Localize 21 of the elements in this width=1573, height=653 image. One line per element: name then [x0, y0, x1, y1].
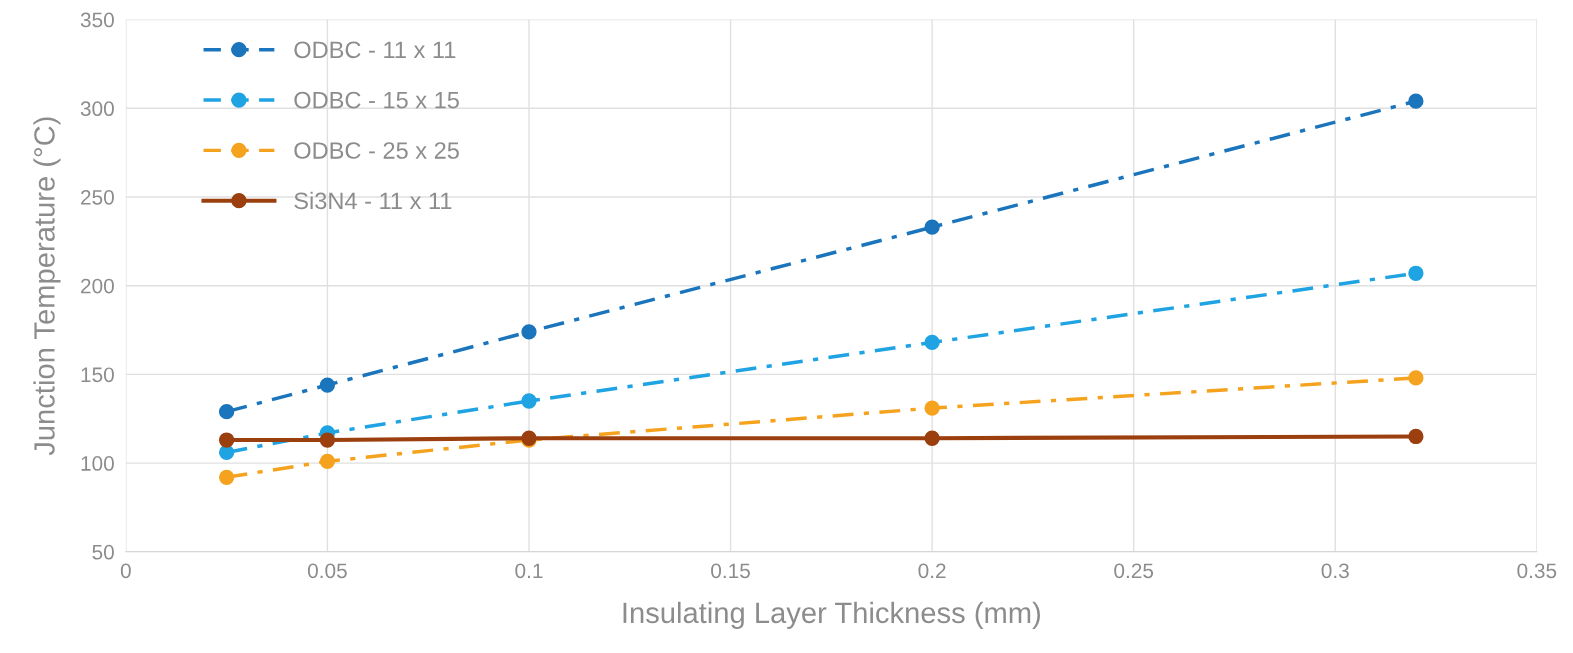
x-tick-label: 0.3: [1321, 563, 1349, 579]
y-axis-title: Junction Temperature (°C): [33, 117, 61, 456]
legend-label: Si3N4 - 11 x 11: [294, 191, 452, 210]
y-tick-label: 300: [80, 101, 114, 117]
x-axis-title: Insulating Layer Thickness (mm): [623, 601, 1040, 629]
x-tick-label: 0.2: [918, 563, 946, 579]
x-tick-label: 0.05: [307, 563, 347, 579]
y-tick-label: 100: [81, 456, 114, 471]
y-tick-label: 200: [81, 278, 114, 294]
x-tick-label: 0.25: [1114, 563, 1154, 579]
y-tick-label: 350: [80, 12, 114, 28]
x-tick-label: 0.1: [515, 563, 543, 579]
y-tick-label: 250: [81, 189, 114, 205]
legend-label: ODBC - 25 x 25: [294, 142, 459, 159]
legend-label: ODBC - 15 x 15: [294, 91, 459, 109]
x-tick-label: 0.15: [711, 563, 750, 579]
x-tick-label: 0.35: [1517, 563, 1557, 579]
y-tick-label: 150: [81, 367, 114, 383]
legend-label: ODBC - 11 x 11: [294, 41, 456, 59]
x-tick-label: 0: [120, 563, 131, 579]
y-tick-label: 50: [92, 544, 114, 560]
